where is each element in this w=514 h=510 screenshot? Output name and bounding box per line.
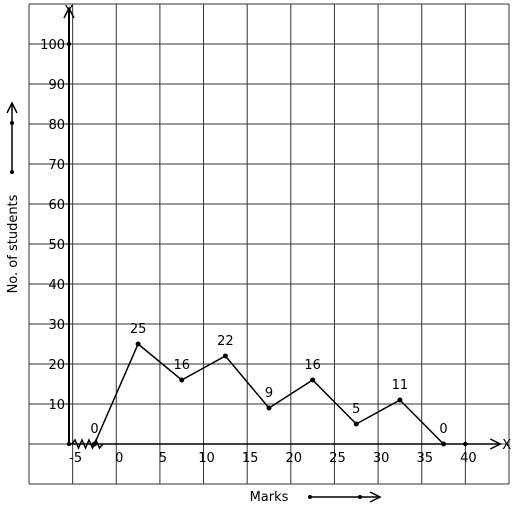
y-tick-label: 20	[48, 358, 65, 373]
axis-dot	[463, 441, 468, 447]
data-point	[397, 397, 403, 403]
axes	[63, 6, 502, 450]
data-label: 11	[392, 378, 409, 393]
ylabel-arrow-dot	[10, 121, 14, 125]
x-axis-letter: X	[502, 438, 511, 453]
data-point	[353, 421, 359, 427]
grid	[28, 3, 510, 485]
x-axis-label: Marks	[250, 490, 289, 505]
data-label: 0	[439, 422, 447, 437]
y-tick-label: 70	[48, 158, 65, 173]
data-label: 25	[130, 322, 147, 337]
data-point	[310, 377, 316, 383]
xlabel-arrow-dot	[358, 495, 362, 499]
axis-decorations	[6, 101, 382, 503]
data-point	[266, 405, 272, 411]
x-tick-label: 15	[242, 451, 259, 466]
y-tick-label: 30	[48, 318, 65, 333]
axis-dot	[66, 41, 72, 47]
x-axis-arrow	[489, 438, 502, 450]
origin-dot	[66, 441, 72, 447]
x-tick-label: 25	[329, 451, 346, 466]
data-point	[222, 353, 228, 359]
y-tick-label: 90	[48, 78, 65, 93]
x-tick-label: 40	[460, 451, 477, 466]
x-tick-label: 30	[373, 451, 390, 466]
data-label: 9	[265, 386, 273, 401]
xlabel-arrow-dot	[308, 495, 312, 499]
x-tick-label: 20	[286, 451, 303, 466]
data-point	[179, 377, 185, 383]
ylabel-arrow-dot	[10, 170, 14, 174]
ylabel-arrow-head	[6, 101, 18, 114]
data-label: 0	[90, 422, 98, 437]
y-tick-label: 100	[40, 38, 65, 53]
data-label: 16	[173, 358, 190, 373]
data-labels: 0 25 16 22 9 16 5 11 0	[90, 322, 447, 437]
x-tick-label: 35	[416, 451, 433, 466]
y-axis-label: No. of students	[6, 194, 21, 293]
x-tick-label: 0	[115, 451, 123, 466]
data-label: 5	[352, 402, 360, 417]
y-tick-label: 50	[48, 238, 65, 253]
axis-break-zigzag	[71, 438, 104, 450]
y-tick-labels: 10 20 30 40 50 60 70 80 90 100	[40, 38, 72, 413]
y-tick-label: 60	[48, 198, 65, 213]
y-tick-label: 10	[48, 398, 65, 413]
data-label: 22	[217, 334, 234, 349]
y-axis-letter: Y	[64, 4, 73, 19]
x-tick-labels: -5 0 5 10 15 20 25 30 35 40	[69, 451, 476, 466]
data-point	[441, 441, 447, 447]
y-tick-label: 80	[48, 118, 65, 133]
xlabel-arrow-head	[369, 491, 382, 503]
series-layer	[66, 341, 468, 447]
y-axis-arrow	[63, 6, 75, 19]
y-tick-label: 40	[48, 278, 65, 293]
data-point	[135, 341, 141, 347]
x-tick-label: -5	[69, 451, 82, 466]
x-tick-label: 5	[159, 451, 167, 466]
x-tick-label: 10	[198, 451, 215, 466]
data-label: 16	[304, 358, 321, 373]
